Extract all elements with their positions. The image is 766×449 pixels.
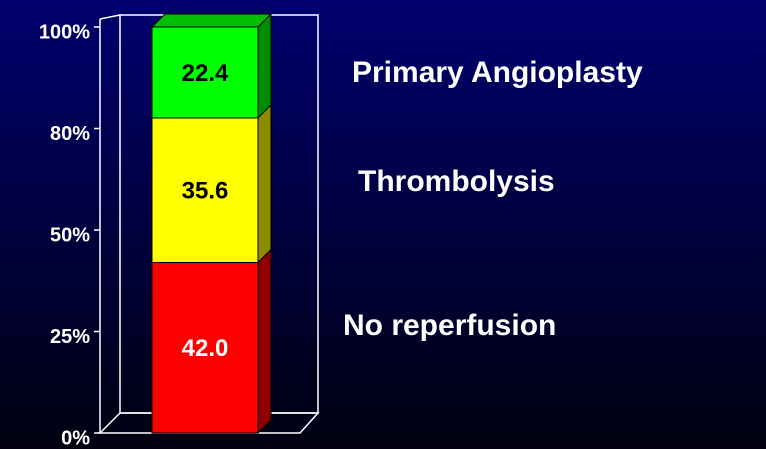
bar-top (150, 13, 273, 28)
bar-side (257, 103, 272, 264)
y-tick-label: 100% (39, 21, 90, 43)
bar-segment (151, 261, 259, 434)
wall-edge (99, 14, 121, 20)
y-tick-label: 25% (50, 326, 90, 348)
series-label: Thrombolysis (358, 165, 555, 198)
value-label: 35.6 (182, 178, 229, 205)
bar-segment (151, 117, 259, 263)
bar-side (257, 12, 272, 120)
bar-side (257, 248, 272, 435)
value-label: 42.0 (182, 335, 229, 362)
series-label: No reperfusion (343, 309, 556, 342)
value-label: 22.4 (182, 60, 229, 87)
y-tick-label: 50% (50, 224, 90, 246)
series-label: Primary Angioplasty (352, 56, 643, 89)
y-tick-label: 80% (50, 123, 90, 145)
y-tick-label: 0% (61, 427, 90, 449)
